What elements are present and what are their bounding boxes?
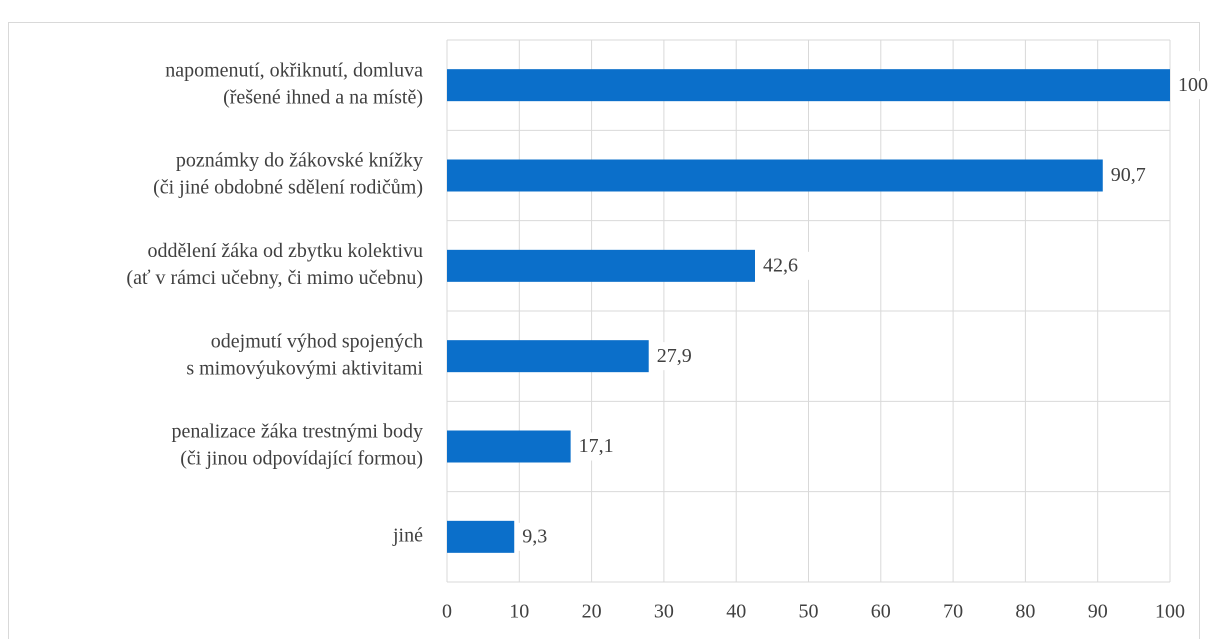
y-tick-label: (ať v rámci učebny, či mimo učebnu)	[126, 267, 423, 289]
chart-frame	[8, 22, 1200, 639]
x-tick-label: 0	[442, 601, 452, 623]
x-tick-label: 90	[1088, 601, 1108, 623]
value-label-bg	[518, 522, 579, 551]
y-tick-label: (řešené ihned a na místě)	[223, 86, 423, 108]
y-tick-label: s mimovýukovými aktivitami	[186, 357, 423, 379]
y-tick-label: odejmutí výhod spojených	[211, 330, 423, 352]
x-tick-label: 60	[871, 601, 891, 623]
value-label: 9,3	[522, 525, 547, 547]
y-tick-label: poznámky do žákovské knížky	[176, 150, 423, 172]
y-tick-label: (či jinou odpovídající formou)	[180, 448, 423, 470]
y-tick-label: penalizace žáka trestnými body	[171, 421, 423, 443]
bar	[447, 430, 571, 463]
bar	[447, 249, 755, 282]
x-tick-label: 70	[943, 601, 963, 623]
value-label: 27,9	[657, 345, 692, 367]
value-label-bg	[758, 251, 819, 280]
value-label-bg	[574, 432, 635, 461]
value-label: 100,0	[1178, 74, 1208, 96]
x-tick-label: 20	[582, 601, 602, 623]
y-tick-label: (či jiné obdobné sdělení rodičům)	[153, 177, 423, 199]
x-tick-label: 40	[726, 601, 746, 623]
bar	[447, 340, 649, 373]
value-label: 42,6	[763, 254, 798, 276]
value-label-bg	[1174, 71, 1208, 100]
bar	[447, 69, 1170, 102]
x-tick-label: 50	[799, 601, 819, 623]
x-tick-label: 100	[1155, 601, 1185, 623]
x-tick-label: 10	[509, 601, 529, 623]
x-tick-label: 80	[1015, 601, 1035, 623]
value-label: 17,1	[579, 435, 614, 457]
y-tick-label: oddělení žáka od zbytku kolektivu	[148, 240, 423, 262]
bar	[447, 520, 515, 553]
x-tick-label: 30	[654, 601, 674, 623]
bar	[447, 159, 1103, 192]
y-tick-label: jiné	[392, 524, 423, 546]
value-label-bg	[1106, 161, 1167, 190]
value-label: 90,7	[1111, 164, 1146, 186]
y-tick-label: napomenutí, okřiknutí, domluva	[165, 59, 423, 81]
value-label-bg	[652, 342, 713, 371]
